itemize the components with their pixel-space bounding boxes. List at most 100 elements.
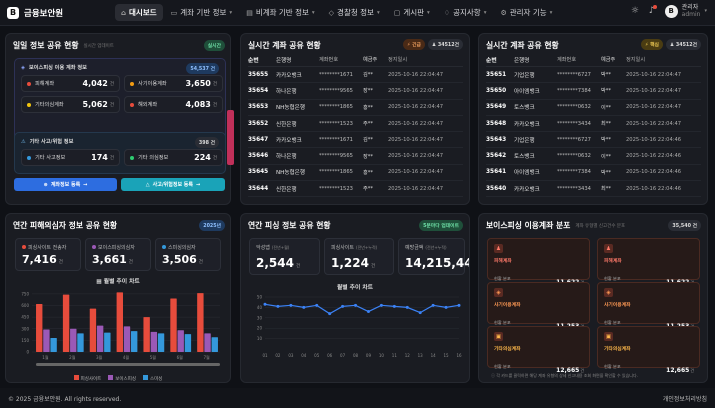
data-point[interactable] [315,303,319,307]
bar[interactable] [204,333,211,352]
data-point[interactable] [405,305,409,309]
data-point[interactable] [379,303,383,307]
stat-card[interactable]: 사기이용계좌 3,650 건 [124,75,223,92]
privacy-policy-link[interactable]: 개인정보처리방침 [662,395,707,403]
nav-item-1[interactable]: ▭ 계좌 기반 정보 ▾ [165,4,239,21]
stat-value: 4,083 [185,100,211,109]
table-row[interactable]: 35647 카카오뱅크 ********1671 김** 2025-10-16 22:0… [248,132,463,149]
data-point[interactable] [276,304,280,308]
stat-card[interactable]: 피해계좌 4,042 건 [21,75,120,92]
table-row[interactable]: 35655 카카오뱅크 ********1671 김** 2025-10-16 22:0… [248,67,463,84]
card-title: 기타의심계좌 [494,347,521,352]
bar[interactable] [62,294,70,352]
distribution-card[interactable]: ▣ 기타의심계좌 현황 분포 12,665건 [487,326,590,374]
table-row[interactable]: 35651 기업은행 ********6727 박** 2025-10-16 22:04… [486,67,701,84]
table-row[interactable]: 35644 신한은행 ********1523 주** 2025-10-16 22:04… [248,181,463,198]
legend-label: 보이스피싱 [115,377,136,382]
data-point[interactable] [431,303,435,307]
kpi-card[interactable]: 피싱사이트 전송자 7,416 건 [15,238,81,271]
table-row[interactable]: 35646 하나은행 ********9565 장** 2025-10-16 22:04… [248,148,463,165]
document-icon: ▤ [246,8,253,17]
bar[interactable] [77,333,84,352]
theme-toggle-icon[interactable]: ☼ [630,6,639,16]
nav-item-4[interactable]: ▢ 게시판 ▾ [388,4,436,21]
panel-header: 연간 피해의심자 정보 공유 현황 [13,220,117,231]
data-point[interactable] [457,303,461,307]
data-point[interactable] [444,305,448,309]
bar[interactable] [170,298,177,352]
bar[interactable] [211,337,218,352]
kpi-card[interactable]: 악성앱 (전년+월) 2,544 건 [249,238,320,275]
stat-card[interactable]: 기타의심계좌 5,062 건 [21,96,120,113]
bar[interactable] [89,308,97,352]
bar[interactable] [184,334,192,352]
bar[interactable] [50,338,57,352]
table-row[interactable]: 35645 NH농협은행 ********1865 홍** 2025-10-16 22:… [248,165,463,182]
nav-item-0[interactable]: ⌂ 대시보드 [115,4,163,21]
bar[interactable] [157,333,165,352]
data-point[interactable] [341,304,345,308]
panel-header: 실시간 계좌 공유 현황 [248,40,321,51]
bar[interactable] [43,329,50,352]
bar[interactable] [197,293,204,352]
legend-item[interactable]: 피싱사이트 [73,375,101,382]
register-account-button[interactable]: ⊕ 계좌정보 등록 → [14,178,117,191]
kpi-card[interactable]: 보이스피싱의심자 3,661 건 [85,238,151,271]
table-row[interactable]: 35648 카카오뱅크 ********3434 최** 2025-10-16 22:0… [486,116,701,133]
app-logo[interactable]: B 금융보안원 [7,6,115,19]
scroll-indicator[interactable] [227,110,234,165]
bar[interactable] [36,303,43,352]
legend-item[interactable]: 스미싱 [142,375,162,382]
bar[interactable] [150,331,158,352]
stat-card[interactable]: 해외계좌 4,083 건 [124,96,223,113]
data-point[interactable] [289,303,293,307]
bar[interactable] [130,331,138,352]
table-row[interactable]: 35643 기업은행 ********6727 박** 2025-10-16 22:04… [486,132,701,149]
table-row[interactable]: 35652 신한은행 ********1523 주** 2025-10-16 22:04… [248,116,463,133]
notification-bell-icon[interactable]: ♪ [648,5,657,16]
nav-item-6[interactable]: ⚙ 관리자 기능 ▾ [494,4,558,21]
table-row[interactable]: 35649 토스뱅크 ********0632 이** 2025-10-16 22:04… [486,100,701,116]
nav-item-3[interactable]: ◇ 경찰청 정보 ▾ [323,4,386,21]
bar[interactable] [143,317,150,352]
bar[interactable] [104,332,111,352]
user-menu[interactable]: B 관리자 admin ▾ [664,4,707,18]
kpi-card[interactable]: 피싱사이트 (전년+누적) 1,224 건 [324,238,394,275]
nav-item-2[interactable]: ▤ 비계좌 기반 정보 ▾ [240,4,320,21]
table-row[interactable]: 35650 아이엠뱅크 ********7384 박** 2025-10-16 22:0… [486,83,701,100]
table-cell: 최** [601,121,611,128]
chart-scrollbar[interactable] [36,363,220,366]
stat-card[interactable]: 기타 사고정보 174 건 [21,149,120,166]
legend-item[interactable]: 보이스피싱 [108,375,136,382]
data-point[interactable] [263,302,267,306]
table-row[interactable]: 35654 하나은행 ********9565 장** 2025-10-16 22:04… [248,83,463,100]
nav-item-5[interactable]: ♢ 공지사항 ▾ [438,4,493,21]
data-point[interactable] [366,310,370,314]
distribution-card[interactable]: ▣ 기타의심계좌 현황 분포 12,665건 [597,326,700,374]
table-row[interactable]: 35653 NH농협은행 ********1865 홍** 2025-10-16 22:… [248,100,463,116]
data-point[interactable] [418,311,422,315]
kpi-card[interactable]: 예방금액 (전년+누적) 14,215,44 [398,238,469,275]
bar[interactable] [177,330,184,352]
table-row[interactable]: 35640 카카오뱅크 ********3434 최** 2025-10-16 22:0… [486,181,701,198]
bar[interactable] [70,328,77,352]
data-point[interactable] [392,304,396,308]
table-row[interactable]: 35642 토스뱅크 ********0632 이** 2025-10-16 22:04… [486,148,701,165]
table-row[interactable]: 35641 아이엠뱅크 ********7384 박** 2025-10-16 22:0… [486,165,701,182]
register-incident-button[interactable]: △ 사고/위험정보 등록 → [121,178,225,191]
scrollbar-thumb[interactable] [36,363,220,366]
stat-card[interactable]: 기타 의심정보 224 건 [124,149,223,166]
data-point[interactable] [328,312,332,316]
kpi-card[interactable]: 스미싱의심자 3,506 건 [155,238,221,271]
table-cell: 2025-10-16 22:04:46 [626,185,682,192]
data-point[interactable] [354,303,358,307]
bar[interactable] [116,292,123,352]
bar[interactable] [123,326,131,352]
panel-title: 보이스피싱 이용계좌 분포 [486,221,571,230]
data-point[interactable] [302,305,306,309]
bar[interactable] [96,325,104,352]
